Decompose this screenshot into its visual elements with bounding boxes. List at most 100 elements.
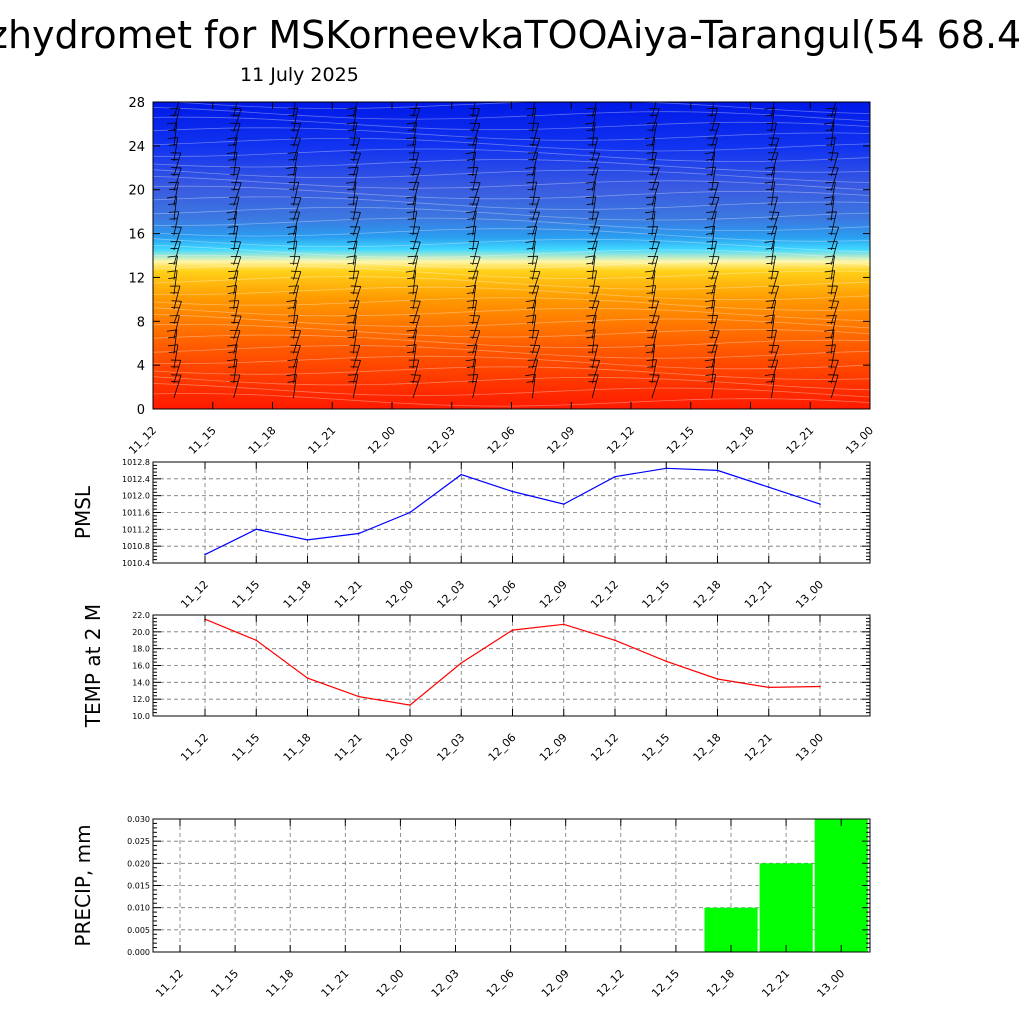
wind-barb-staff xyxy=(412,301,421,325)
wind-barb-staff xyxy=(173,285,181,310)
wind-barb-flag xyxy=(706,240,717,243)
y-tick-label: 22.0 xyxy=(132,611,150,620)
y-tick-label: 1012.8 xyxy=(122,458,150,467)
pmsl-point xyxy=(409,511,411,514)
y-tick-label: 0 xyxy=(137,403,145,418)
wind-barb-staff xyxy=(591,360,601,384)
wind-barb-flag xyxy=(526,247,535,250)
wind-barb-staff xyxy=(472,256,481,280)
wind-barb-staff xyxy=(233,152,238,177)
contour-line xyxy=(153,159,870,173)
wind-barb-flag xyxy=(525,107,536,110)
wind-barb-flag xyxy=(885,292,893,293)
wind-barb-staff xyxy=(352,102,358,117)
x-tick-label: 12_03 xyxy=(434,731,467,764)
wind-barb-staff xyxy=(532,197,540,221)
pmsl-point xyxy=(562,503,565,505)
wind-barb-staff xyxy=(412,226,421,251)
wind-barb-staff xyxy=(532,138,541,162)
x-tick-label: 12_15 xyxy=(664,424,697,457)
pmsl-point xyxy=(255,528,258,531)
x-tick-label: 12_03 xyxy=(425,424,458,457)
wind-barb-staff xyxy=(532,107,537,132)
wind-barb-staff xyxy=(591,167,599,191)
wind-barb-flag xyxy=(408,292,417,294)
wind-barb-staff xyxy=(532,345,541,369)
y-tick-label: 0.010 xyxy=(127,904,150,913)
contour-line xyxy=(153,297,870,311)
wind-barb-flag xyxy=(527,232,536,235)
wind-barb-flag xyxy=(765,173,774,176)
wind-barb-staff xyxy=(591,122,596,147)
wind-barb-staff xyxy=(711,152,716,177)
wind-barb-flag xyxy=(885,226,895,227)
wind-barb-flag xyxy=(705,306,714,309)
y-tick-label: 18.0 xyxy=(132,645,150,654)
wind-barb-flag xyxy=(347,336,356,339)
wind-barb-flag xyxy=(228,351,237,354)
y-tick-label: 10.0 xyxy=(132,712,150,721)
pmsl-point xyxy=(306,539,309,541)
wind-barb-staff xyxy=(173,241,181,265)
wind-barb-staff xyxy=(891,183,898,206)
wind-barb-staff xyxy=(891,271,895,295)
wind-barb-flag xyxy=(167,255,178,258)
x-tick-label: 12_09 xyxy=(537,578,570,611)
wind-barb-flag xyxy=(348,166,359,169)
wind-barb-staff xyxy=(532,285,540,310)
wind-barb-staff xyxy=(711,345,718,369)
wind-barb-staff xyxy=(173,255,178,280)
wind-barb-staff xyxy=(771,107,775,132)
wind-barb-staff xyxy=(352,374,359,399)
wind-barb-flag xyxy=(824,122,835,125)
wind-barb-flag xyxy=(347,114,356,117)
wind-barb-staff xyxy=(651,182,660,206)
wind-barb-staff xyxy=(412,152,420,177)
wind-barb-flag xyxy=(647,129,656,131)
y-tick-label: 12 xyxy=(128,271,145,286)
x-tick-label: 11_18 xyxy=(281,578,314,611)
wind-barb-staff xyxy=(173,270,178,295)
y-tick-label: 4 xyxy=(137,359,145,374)
wind-barb-staff xyxy=(173,329,178,354)
wind-barb-staff xyxy=(233,226,239,251)
wind-barb-staff xyxy=(711,123,720,147)
wind-barb-flag xyxy=(167,137,178,139)
wind-barb-staff xyxy=(472,285,477,310)
pmsl-point xyxy=(204,553,206,556)
wind-barb-staff xyxy=(472,182,481,206)
wind-barb-flag xyxy=(227,225,238,228)
wind-barb-staff xyxy=(830,329,835,354)
wind-barb-flag xyxy=(346,329,357,332)
wind-barb-staff xyxy=(233,167,241,191)
x-tick-label: 12_00 xyxy=(365,424,398,457)
wind-barb-flag xyxy=(885,159,893,160)
wind-barb-staff xyxy=(173,181,179,206)
wind-barb-flag xyxy=(645,285,656,288)
wind-barb-flag xyxy=(646,122,657,124)
wind-barb-flag xyxy=(526,306,535,309)
contour-line xyxy=(153,138,870,152)
wind-barb-flag xyxy=(228,300,239,302)
wind-barb-staff xyxy=(771,152,779,177)
precip-ylabel: PRECIP, mm xyxy=(71,824,95,946)
wind-barb-flag xyxy=(646,217,655,220)
wind-barb-flag xyxy=(286,299,297,303)
wind-barb-flag xyxy=(348,173,357,176)
wind-barb-staff xyxy=(891,152,895,176)
wind-barb-staff xyxy=(651,270,656,295)
wind-barb-staff xyxy=(412,241,421,265)
contour-line xyxy=(153,355,870,370)
wind-barb-staff xyxy=(830,374,839,399)
wind-barb-staff xyxy=(293,197,302,221)
x-tick-label: 11_15 xyxy=(208,967,241,1000)
wind-barb-flag xyxy=(706,292,715,294)
wind-barb-staff xyxy=(711,102,715,117)
wind-barb-flag xyxy=(646,203,655,205)
wind-barb-staff xyxy=(472,359,476,384)
wind-barb-flag xyxy=(825,262,834,265)
wind-barb-staff xyxy=(352,181,357,206)
wind-barb-staff xyxy=(173,375,182,399)
x-tick-label: 11_15 xyxy=(229,578,262,611)
wind-barb-staff xyxy=(352,138,361,162)
